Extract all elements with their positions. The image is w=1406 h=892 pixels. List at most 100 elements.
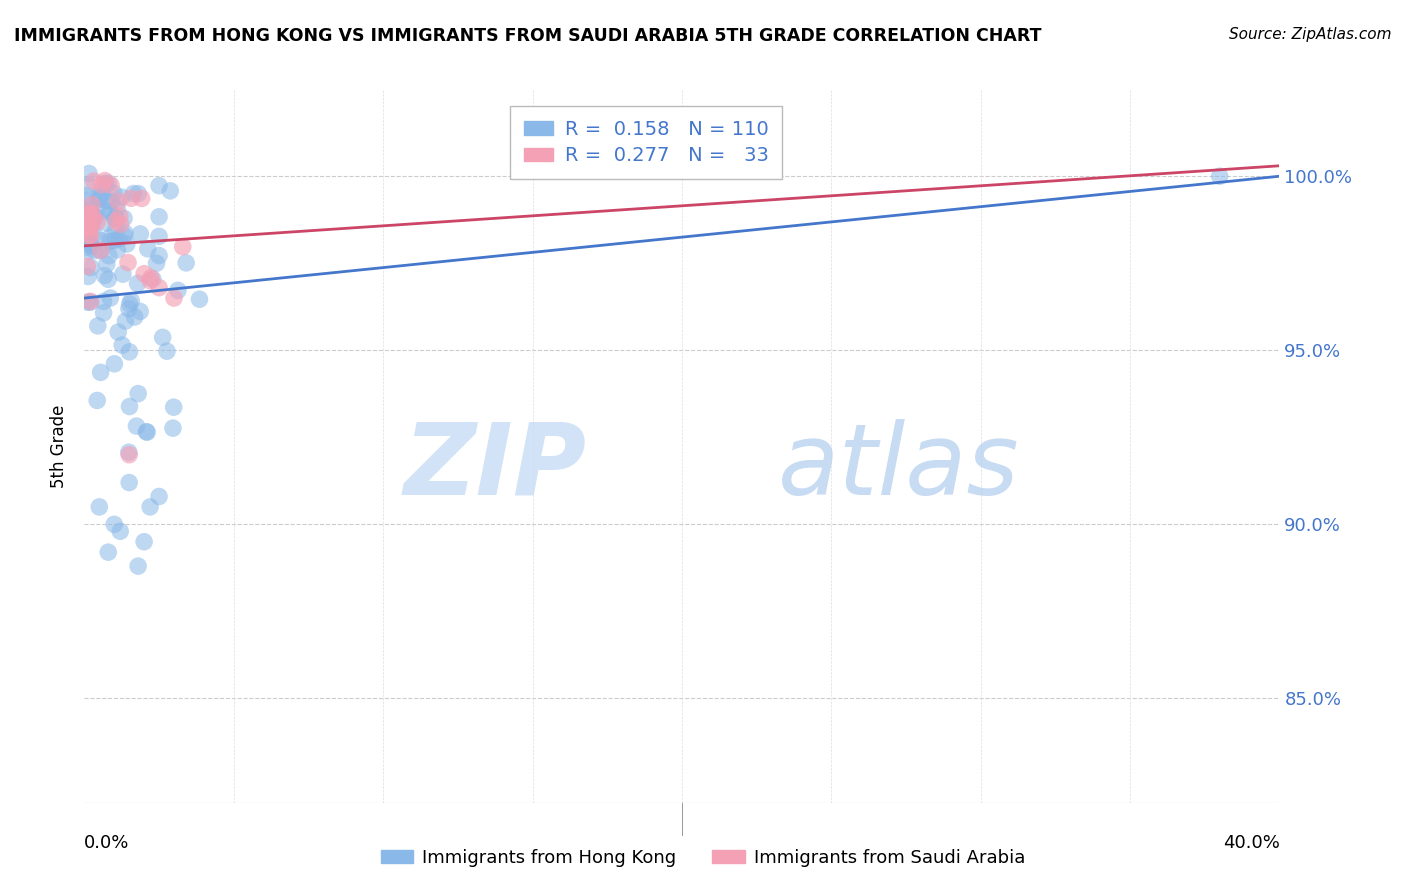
Text: ZIP: ZIP bbox=[404, 419, 586, 516]
Text: 0.0%: 0.0% bbox=[84, 834, 129, 852]
Point bbox=[159, 184, 181, 198]
Point bbox=[127, 559, 149, 574]
Point bbox=[127, 386, 149, 401]
Point bbox=[87, 201, 110, 215]
Point bbox=[83, 174, 105, 188]
Point bbox=[118, 445, 141, 459]
Point bbox=[132, 267, 156, 281]
Point bbox=[105, 214, 128, 228]
Point bbox=[89, 191, 111, 205]
Point bbox=[96, 257, 118, 271]
Point bbox=[84, 210, 107, 224]
Point bbox=[125, 419, 148, 434]
Point bbox=[76, 178, 98, 193]
Point bbox=[82, 207, 104, 221]
Point bbox=[135, 425, 157, 439]
Point bbox=[107, 232, 129, 246]
Point bbox=[90, 244, 112, 258]
Point bbox=[76, 207, 98, 221]
Text: atlas: atlas bbox=[778, 419, 1019, 516]
Point bbox=[97, 272, 120, 286]
Point bbox=[77, 269, 100, 284]
Point bbox=[80, 220, 103, 235]
Point bbox=[118, 344, 141, 359]
Point bbox=[136, 242, 159, 256]
Point bbox=[77, 167, 100, 181]
Legend: Immigrants from Hong Kong, Immigrants from Saudi Arabia: Immigrants from Hong Kong, Immigrants fr… bbox=[374, 842, 1032, 874]
Point bbox=[148, 490, 170, 504]
Point bbox=[98, 205, 121, 219]
Point bbox=[114, 314, 136, 328]
Point bbox=[107, 325, 129, 339]
Point bbox=[80, 260, 103, 275]
Point bbox=[75, 241, 97, 255]
Point bbox=[98, 230, 121, 244]
Point bbox=[93, 294, 115, 309]
Point bbox=[103, 357, 125, 371]
Point bbox=[103, 186, 125, 201]
Legend: R =  0.158   N = 110, R =  0.277   N =   33: R = 0.158 N = 110, R = 0.277 N = 33 bbox=[510, 106, 782, 179]
Point bbox=[111, 190, 134, 204]
Point bbox=[98, 204, 121, 219]
Point bbox=[115, 237, 138, 252]
Point bbox=[148, 280, 170, 294]
Point bbox=[77, 236, 100, 251]
Point bbox=[87, 190, 110, 204]
Point bbox=[89, 193, 111, 207]
Point bbox=[75, 202, 97, 217]
Point bbox=[110, 524, 132, 539]
Point bbox=[156, 344, 179, 359]
Point bbox=[76, 244, 98, 259]
Point bbox=[118, 448, 141, 462]
Point bbox=[79, 202, 101, 217]
Point bbox=[79, 219, 101, 234]
Point bbox=[77, 216, 100, 230]
Point bbox=[118, 475, 141, 490]
Point bbox=[167, 284, 190, 298]
Point bbox=[79, 210, 101, 224]
Point bbox=[139, 500, 162, 514]
Point bbox=[94, 216, 117, 230]
Point bbox=[76, 221, 98, 235]
Point bbox=[100, 178, 122, 193]
Point bbox=[75, 211, 97, 226]
Text: IMMIGRANTS FROM HONG KONG VS IMMIGRANTS FROM SAUDI ARABIA 5TH GRADE CORRELATION : IMMIGRANTS FROM HONG KONG VS IMMIGRANTS … bbox=[14, 27, 1042, 45]
Point bbox=[87, 318, 110, 333]
Point bbox=[76, 260, 98, 274]
Point bbox=[79, 295, 101, 310]
Point bbox=[90, 178, 112, 192]
Point bbox=[111, 267, 134, 281]
Point bbox=[94, 194, 117, 208]
Point bbox=[139, 274, 162, 288]
Point bbox=[162, 421, 184, 435]
Point bbox=[80, 197, 103, 211]
Point bbox=[142, 272, 165, 286]
Point bbox=[79, 228, 101, 243]
Point bbox=[105, 202, 128, 216]
Point bbox=[90, 234, 112, 248]
Point bbox=[127, 186, 149, 201]
Point bbox=[100, 194, 122, 209]
Point bbox=[98, 235, 121, 249]
Point bbox=[107, 194, 129, 209]
Point bbox=[77, 235, 100, 249]
Point bbox=[82, 213, 104, 227]
Point bbox=[163, 291, 186, 305]
Point bbox=[76, 295, 98, 310]
Point bbox=[120, 191, 142, 205]
Point bbox=[93, 306, 115, 320]
Point bbox=[76, 230, 98, 244]
Point bbox=[94, 173, 117, 187]
Point bbox=[79, 294, 101, 309]
Point bbox=[148, 249, 170, 263]
Point bbox=[122, 186, 145, 201]
Text: Source: ZipAtlas.com: Source: ZipAtlas.com bbox=[1229, 27, 1392, 42]
Point bbox=[104, 223, 127, 237]
Point bbox=[117, 255, 139, 269]
Point bbox=[1208, 169, 1232, 184]
Point bbox=[89, 500, 111, 514]
Point bbox=[103, 517, 125, 532]
Point bbox=[77, 221, 100, 235]
Point bbox=[112, 228, 135, 243]
Point bbox=[163, 400, 186, 414]
